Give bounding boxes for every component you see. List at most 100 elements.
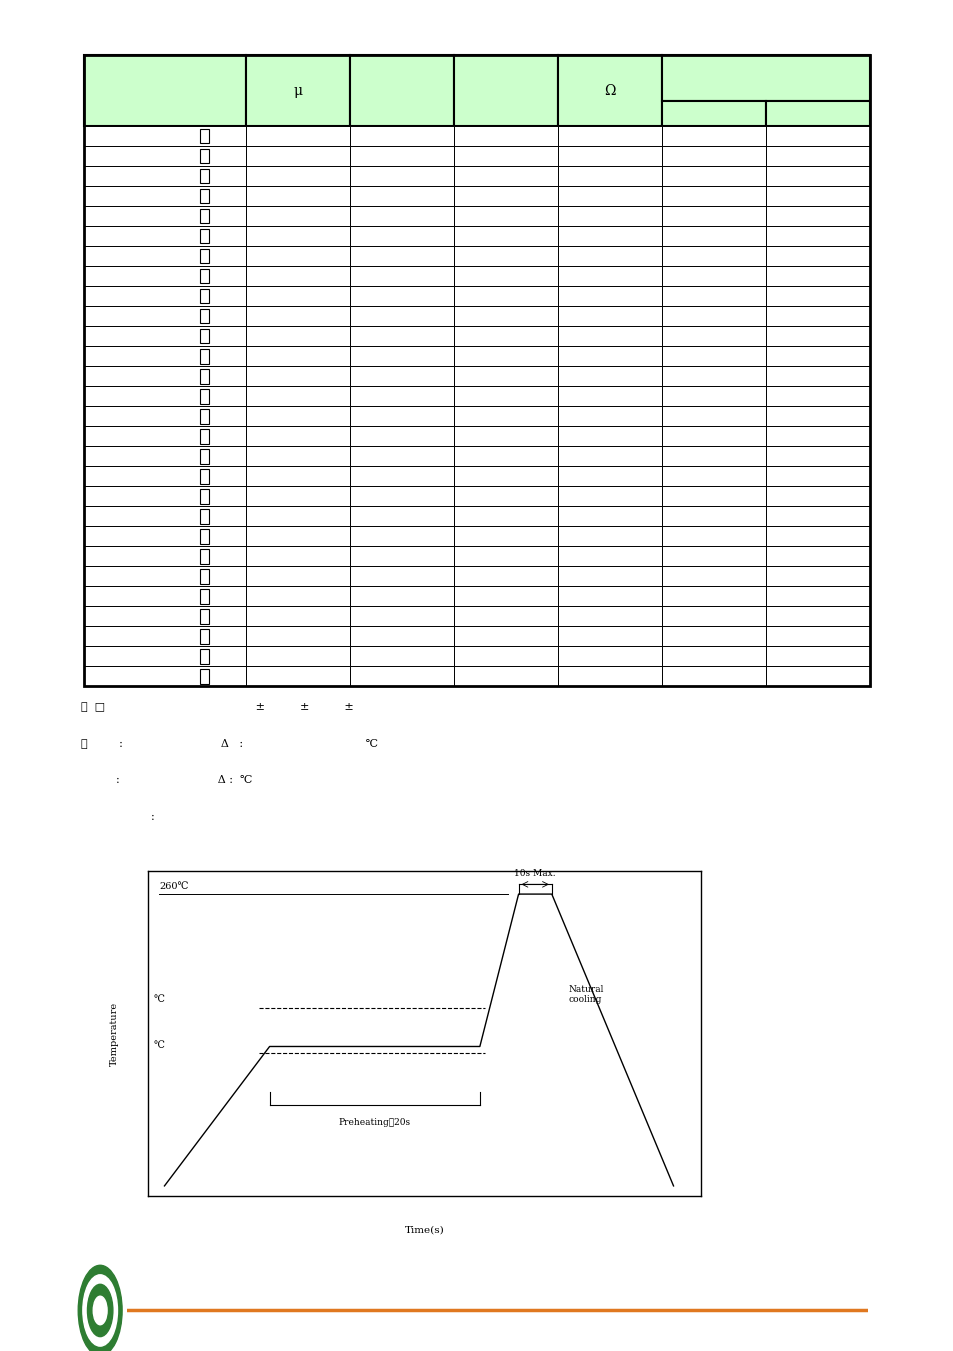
Bar: [558, 627, 661, 646]
Bar: [558, 446, 661, 466]
Bar: [84, 246, 245, 266]
Bar: [245, 246, 350, 266]
Bar: [661, 307, 765, 326]
Bar: [245, 366, 350, 386]
Bar: [765, 101, 869, 126]
Bar: [765, 527, 869, 546]
Bar: [558, 527, 661, 546]
Bar: [765, 627, 869, 646]
Bar: [765, 666, 869, 686]
Bar: [84, 507, 245, 527]
Bar: [200, 189, 209, 204]
Bar: [765, 646, 869, 666]
Bar: [245, 407, 350, 426]
Bar: [200, 409, 209, 423]
Bar: [350, 226, 454, 246]
Bar: [454, 346, 558, 366]
Bar: [558, 426, 661, 446]
Bar: [245, 266, 350, 286]
Bar: [558, 246, 661, 266]
Bar: [350, 55, 454, 126]
Bar: [200, 269, 209, 284]
Bar: [200, 228, 209, 243]
Bar: [765, 266, 869, 286]
Bar: [84, 146, 245, 166]
Bar: [661, 627, 765, 646]
Bar: [765, 366, 869, 386]
Bar: [661, 666, 765, 686]
Bar: [200, 489, 209, 504]
Bar: [84, 546, 245, 566]
Bar: [661, 386, 765, 407]
Bar: [350, 586, 454, 607]
Bar: [350, 146, 454, 166]
Bar: [350, 346, 454, 366]
Bar: [454, 527, 558, 546]
Bar: [765, 226, 869, 246]
Bar: [84, 666, 245, 686]
Bar: [765, 307, 869, 326]
Bar: [558, 307, 661, 326]
Bar: [454, 146, 558, 166]
Bar: [245, 346, 350, 366]
Bar: [661, 286, 765, 307]
Bar: [200, 609, 209, 624]
Bar: [558, 146, 661, 166]
Bar: [245, 307, 350, 326]
Bar: [558, 546, 661, 566]
Bar: [454, 386, 558, 407]
Bar: [661, 566, 765, 586]
Bar: [661, 266, 765, 286]
Bar: [558, 386, 661, 407]
Bar: [558, 407, 661, 426]
Text: Preheating≧20s: Preheating≧20s: [338, 1117, 411, 1127]
Bar: [350, 607, 454, 627]
Bar: [454, 546, 558, 566]
Bar: [454, 426, 558, 446]
Bar: [558, 466, 661, 486]
Bar: [350, 666, 454, 686]
Bar: [350, 546, 454, 566]
Bar: [454, 246, 558, 266]
Bar: [454, 566, 558, 586]
Bar: [661, 527, 765, 546]
Bar: [765, 446, 869, 466]
Bar: [765, 146, 869, 166]
Bar: [245, 486, 350, 507]
Bar: [765, 166, 869, 186]
Bar: [200, 249, 209, 263]
Text: ℃: ℃: [153, 1040, 164, 1050]
Bar: [661, 446, 765, 466]
Bar: [245, 607, 350, 627]
Bar: [765, 186, 869, 207]
Circle shape: [83, 1275, 117, 1346]
Bar: [454, 207, 558, 226]
Bar: [350, 486, 454, 507]
Bar: [350, 207, 454, 226]
Text: Natural
cooling: Natural cooling: [568, 985, 603, 1004]
Bar: [558, 186, 661, 207]
Bar: [765, 507, 869, 527]
Bar: [200, 469, 209, 484]
Bar: [245, 546, 350, 566]
Bar: [661, 366, 765, 386]
Bar: [84, 446, 245, 466]
Bar: [350, 266, 454, 286]
Bar: [765, 346, 869, 366]
Bar: [765, 546, 869, 566]
Bar: [661, 586, 765, 607]
Bar: [661, 166, 765, 186]
Bar: [84, 646, 245, 666]
Bar: [245, 566, 350, 586]
Bar: [350, 407, 454, 426]
Text: μ: μ: [293, 84, 302, 97]
Bar: [558, 507, 661, 527]
Bar: [84, 386, 245, 407]
Bar: [84, 366, 245, 386]
Bar: [350, 186, 454, 207]
Bar: [454, 446, 558, 466]
Bar: [84, 527, 245, 546]
Bar: [558, 226, 661, 246]
Bar: [200, 349, 209, 363]
Bar: [558, 566, 661, 586]
